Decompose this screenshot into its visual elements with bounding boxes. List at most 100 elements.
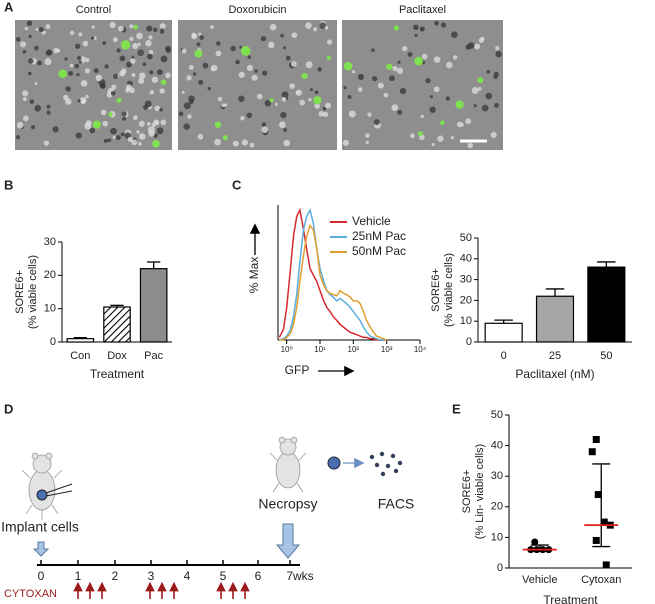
cell [28,34,32,39]
gfp-cell [92,120,102,129]
cell [30,125,36,130]
cell [261,70,268,76]
needle [45,483,73,494]
cell [291,32,298,39]
cell [138,77,145,84]
cell [33,45,39,51]
bar [139,268,168,343]
cell-dots [369,451,403,477]
cell [113,73,119,80]
cell [281,97,287,102]
cell [144,100,152,108]
cell [285,55,291,61]
cell [473,104,477,108]
cell [478,37,484,43]
cell [129,36,134,42]
x-tick-label: Con [70,350,90,362]
cell [69,63,74,68]
y-tick-label: 20 [44,269,56,281]
cell [238,95,245,102]
arrow [32,541,50,557]
cell [165,45,171,52]
cell [283,139,291,147]
cell [93,68,99,74]
y-axis-label: SORE6+ [461,470,473,514]
cell [291,61,297,67]
cell [465,118,472,125]
cell [481,104,489,112]
bar [103,306,131,343]
cell [46,104,51,109]
cell [238,71,245,78]
cell [308,98,312,102]
timeline-label: 5 [220,569,227,583]
cell [120,132,125,137]
cell [383,92,389,98]
gfp-cell [120,40,131,50]
legend-label: 50nM Pac [352,244,406,258]
cell [110,127,117,135]
point [594,491,602,499]
cell [414,33,418,37]
cell [261,126,269,134]
cell [95,74,103,82]
cell [246,64,253,72]
cell [103,138,108,144]
cell [343,86,347,90]
y-tick-label: 20 [491,501,503,513]
gfp-cell [440,120,445,125]
cell [137,42,141,46]
cell [396,67,404,74]
cell [433,86,440,93]
cell [392,65,398,72]
micrographs [15,20,503,150]
gfp-cell [160,79,167,86]
cell [84,122,92,130]
cell [160,119,167,126]
cell [165,72,171,79]
cell [420,28,424,32]
cell [104,64,109,69]
cell [467,42,475,49]
cell [251,74,258,81]
cell [232,140,239,147]
cell [45,50,51,56]
cell [77,55,82,61]
y-axis-label: (% viable cells) [27,255,39,329]
cell [199,35,205,40]
cell [471,87,479,94]
cell [324,26,329,30]
cell [191,32,197,38]
gfp-cell [477,77,484,84]
cell [20,41,27,48]
timeline-label: 7wks [286,569,313,583]
cell [147,126,155,134]
arrow [275,523,301,559]
cell [202,62,209,69]
legend-label: 25nM Pac [352,229,406,243]
cell [402,45,408,52]
y-tick-label: 40 [491,440,503,452]
point [602,561,610,569]
gfp-cell [269,98,274,103]
cell [282,46,286,50]
histogram-line [279,207,387,341]
cell [280,33,284,38]
cell [495,50,502,58]
cell [181,48,187,54]
cell [317,67,322,72]
cell [118,25,124,32]
x-tick-label: Cytoxan [581,574,621,586]
cell [249,142,255,148]
cell [116,48,121,53]
cell [142,62,147,67]
cell [397,109,403,115]
cell [15,135,21,140]
cell [188,65,194,70]
cell [279,121,286,129]
cell [490,131,497,139]
point [600,518,608,526]
cell [327,39,333,45]
cell [181,90,185,94]
